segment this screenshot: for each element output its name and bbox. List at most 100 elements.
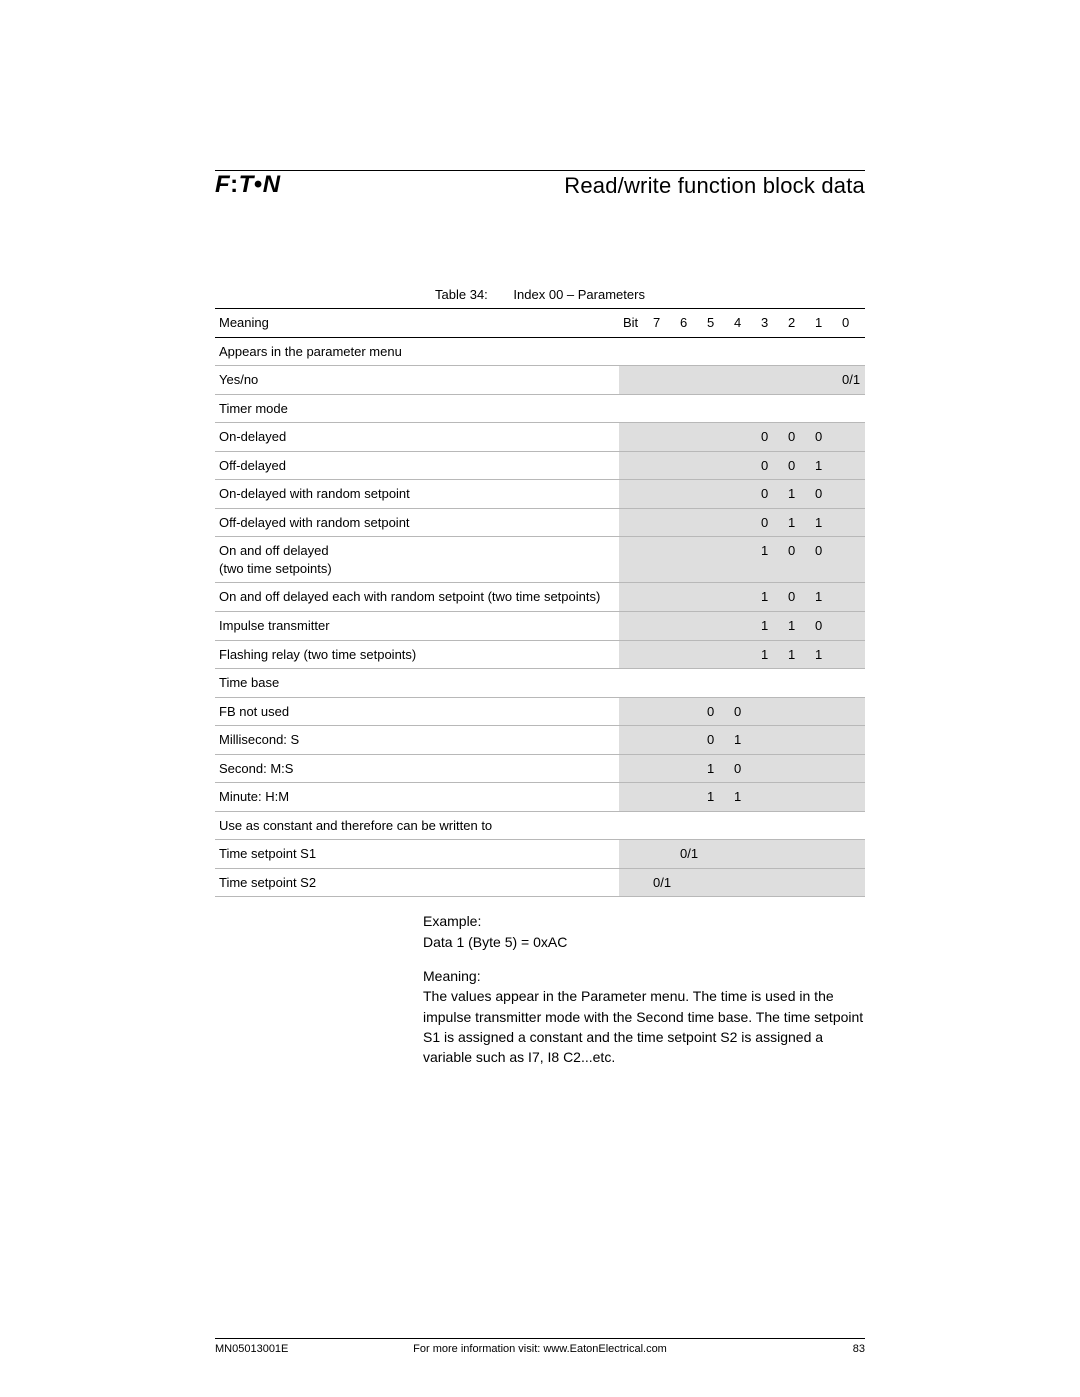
bit-cell (649, 783, 676, 812)
table-row: Minute: H:M11 (215, 783, 865, 812)
row-meaning: Yes/no (215, 366, 619, 395)
bit-cell: 1 (703, 783, 730, 812)
bit-cell (784, 697, 811, 726)
bit-cell (703, 868, 730, 897)
row-bit (619, 868, 649, 897)
row-meaning: Time setpoint S2 (215, 868, 619, 897)
bit-cell (784, 366, 811, 395)
bit-cell (838, 508, 865, 537)
bit-cell (757, 783, 784, 812)
bit-cell (730, 583, 757, 612)
bit-cell: 0 (811, 537, 838, 583)
row-meaning: Off-delayed with random setpoint (215, 508, 619, 537)
bit-cell (838, 612, 865, 641)
table-row: Millisecond: S01 (215, 726, 865, 755)
bit-cell (730, 640, 757, 669)
col-bit-4: 4 (730, 309, 757, 338)
bit-cell (649, 480, 676, 509)
bit-cell: 0 (811, 423, 838, 452)
bit-cell (676, 868, 703, 897)
bit-cell: 1 (730, 726, 757, 755)
bit-cell (703, 612, 730, 641)
table-row: Timer mode (215, 394, 865, 423)
col-bit-6: 6 (676, 309, 703, 338)
bit-cell (838, 480, 865, 509)
footer-mid: For more information visit: www.EatonEle… (215, 1343, 865, 1355)
section-label: Appears in the parameter menu (215, 337, 865, 366)
section-label: Timer mode (215, 394, 865, 423)
page-title: Read/write function block data (564, 171, 865, 199)
bit-cell (838, 726, 865, 755)
row-bit (619, 640, 649, 669)
bit-cell (676, 754, 703, 783)
section-label: Time base (215, 669, 865, 698)
bit-cell (649, 537, 676, 583)
table-row: Off-delayed with random setpoint011 (215, 508, 865, 537)
row-meaning: On-delayed with random setpoint (215, 480, 619, 509)
bit-cell (811, 366, 838, 395)
bit-cell: 0 (757, 451, 784, 480)
bit-cell: 0 (703, 697, 730, 726)
table-row: Second: M:S10 (215, 754, 865, 783)
bit-cell (730, 537, 757, 583)
col-bit: Bit (619, 309, 649, 338)
bit-cell (811, 783, 838, 812)
bit-cell (703, 508, 730, 537)
bit-cell (838, 697, 865, 726)
bit-cell (811, 754, 838, 783)
bit-cell (676, 697, 703, 726)
bit-cell (649, 697, 676, 726)
bit-cell (703, 537, 730, 583)
bit-cell (838, 840, 865, 869)
bit-cell (757, 754, 784, 783)
page: F:T•N Read/write function block data Tab… (0, 0, 1080, 1397)
bit-cell (649, 508, 676, 537)
example-l2: Data 1 (Byte 5) = 0xAC (423, 934, 567, 950)
table-row: On and off delayed(two time setpoints) 10… (215, 537, 865, 583)
bit-cell (676, 537, 703, 583)
bit-cell (838, 640, 865, 669)
bit-cell: 0 (757, 423, 784, 452)
bit-cell (649, 451, 676, 480)
table-caption-text: Index 00 – Parameters (513, 287, 645, 302)
bit-cell (811, 868, 838, 897)
bit-cell: 1 (757, 537, 784, 583)
bit-cell: 0 (811, 612, 838, 641)
col-bit-7: 7 (649, 309, 676, 338)
col-bit-0: 0 (838, 309, 865, 338)
table-row: Time setpoint S20/1 (215, 868, 865, 897)
bit-cell: 0 (730, 697, 757, 726)
table-row: On-delayed with random setpoint010 (215, 480, 865, 509)
bit-cell (676, 583, 703, 612)
bit-cell (811, 726, 838, 755)
row-bit (619, 423, 649, 452)
bit-cell: 1 (811, 640, 838, 669)
col-meaning: Meaning (215, 309, 619, 338)
bit-cell: 1 (784, 640, 811, 669)
bit-cell (649, 640, 676, 669)
bit-cell (838, 583, 865, 612)
row-meaning: On and off delayed(two time setpoints) (215, 537, 619, 583)
bit-cell (730, 480, 757, 509)
bit-cell (703, 451, 730, 480)
bit-cell: 1 (811, 508, 838, 537)
page-footer: MN05013001E For more information visit: … (215, 1338, 865, 1355)
row-bit (619, 366, 649, 395)
bit-cell (676, 366, 703, 395)
bit-cell (649, 423, 676, 452)
bit-cell (730, 451, 757, 480)
col-bit-1: 1 (811, 309, 838, 338)
bit-cell (757, 366, 784, 395)
bit-cell: 1 (784, 480, 811, 509)
table-body: Appears in the parameter menuYes/no0/1Ti… (215, 337, 865, 897)
bit-cell: 1 (811, 451, 838, 480)
bit-cell (784, 868, 811, 897)
section-label: Use as constant and therefore can be wri… (215, 811, 865, 840)
row-meaning: Second: M:S (215, 754, 619, 783)
bit-cell: 1 (811, 583, 838, 612)
bit-cell (838, 868, 865, 897)
example-l3: Meaning: (423, 968, 481, 984)
bit-cell (730, 423, 757, 452)
row-meaning: Off-delayed (215, 451, 619, 480)
bit-cell: 0 (730, 754, 757, 783)
